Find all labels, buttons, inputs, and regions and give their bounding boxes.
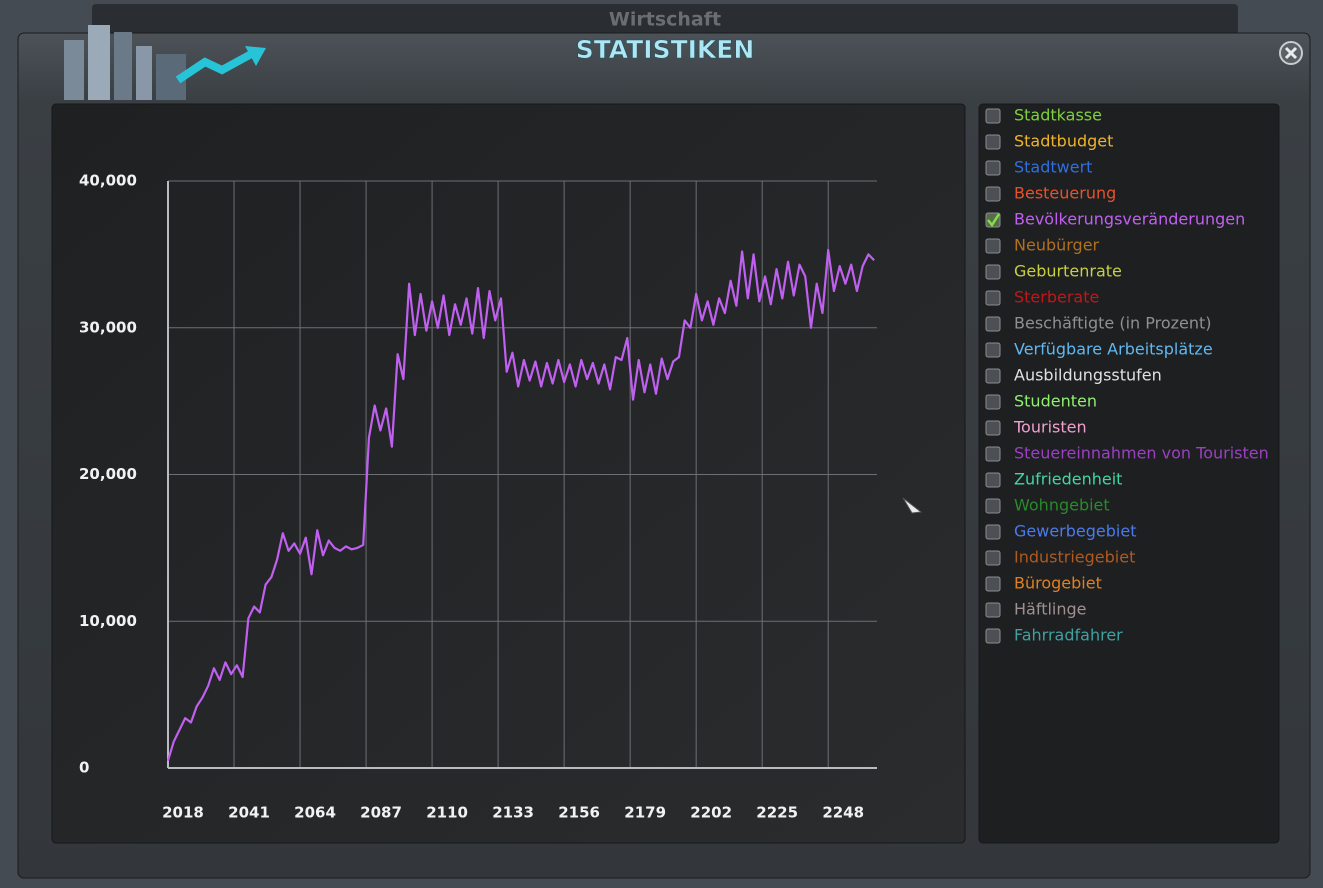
behind-tab-title: Wirtschaft xyxy=(609,9,721,31)
checkbox[interactable] xyxy=(985,160,1001,176)
checkbox[interactable] xyxy=(985,394,1001,410)
checkbox[interactable] xyxy=(985,446,1001,462)
legend-label: Industriegebiet xyxy=(1014,548,1135,567)
x-tick-label: 2087 xyxy=(360,804,402,822)
checkbox[interactable] xyxy=(985,186,1001,202)
legend-label: Häftlinge xyxy=(1014,600,1087,619)
checkbox[interactable] xyxy=(985,602,1001,618)
checkbox[interactable] xyxy=(985,134,1001,150)
legend-label: Sterberate xyxy=(1014,288,1099,307)
legend-item[interactable]: Sterberate xyxy=(985,288,1099,307)
checkbox[interactable] xyxy=(985,576,1001,592)
legend-item[interactable]: Geburtenrate xyxy=(985,262,1122,281)
legend-label: Geburtenrate xyxy=(1014,262,1122,281)
legend-item[interactable]: Touristen xyxy=(985,418,1087,437)
legend-item[interactable]: Fahrradfahrer xyxy=(985,626,1123,645)
legend-item[interactable]: Beschäftigte (in Prozent) xyxy=(985,314,1212,333)
checkbox[interactable] xyxy=(985,108,1001,124)
legend-item[interactable]: Zufriedenheit xyxy=(985,470,1122,489)
legend-label: Stadtkasse xyxy=(1014,106,1102,125)
legend-item[interactable]: Industriegebiet xyxy=(985,548,1135,567)
legend-item[interactable]: Stadtbudget xyxy=(985,132,1113,151)
x-tick-label: 2156 xyxy=(558,804,600,822)
legend: Stadtkasse Stadtbudget Stadtwert Besteuerun… xyxy=(985,106,1269,645)
legend-label: Zufriedenheit xyxy=(1014,470,1122,489)
legend-item[interactable]: Häftlinge xyxy=(985,600,1087,619)
legend-item[interactable]: Wohngebiet xyxy=(985,496,1110,515)
legend-label: Verfügbare Arbeitsplätze xyxy=(1014,340,1213,359)
legend-item[interactable]: Verfügbare Arbeitsplätze xyxy=(985,340,1213,359)
window-icon xyxy=(64,25,266,100)
legend-label: Bürogebiet xyxy=(1014,574,1102,593)
legend-item[interactable]: Bürogebiet xyxy=(985,574,1102,593)
legend-item[interactable]: Ausbildungsstufen xyxy=(985,366,1162,385)
legend-item[interactable]: Bevölkerungsveränderungen xyxy=(985,210,1245,229)
legend-label: Touristen xyxy=(1013,418,1087,437)
legend-label: Besteuerung xyxy=(1014,184,1116,203)
y-tick-label: 10,000 xyxy=(79,612,137,630)
checkbox[interactable] xyxy=(985,368,1001,384)
legend-label: Beschäftigte (in Prozent) xyxy=(1014,314,1212,333)
window-title: STATISTIKEN xyxy=(576,35,755,64)
y-tick-label: 40,000 xyxy=(79,172,137,190)
x-tick-label: 2064 xyxy=(294,804,336,822)
x-tick-label: 2225 xyxy=(756,804,798,822)
checkbox[interactable] xyxy=(985,498,1001,514)
x-tick-label: 2133 xyxy=(492,804,534,822)
checkbox[interactable] xyxy=(985,264,1001,280)
legend-label: Stadtwert xyxy=(1014,158,1092,177)
chart: 0 10,000 20,000 30,000 40,000 2018 2041 2064 208… xyxy=(79,172,877,822)
behind-tab xyxy=(92,4,1238,38)
checkbox[interactable] xyxy=(985,472,1001,488)
checkbox[interactable] xyxy=(985,420,1001,436)
checkbox[interactable] xyxy=(985,238,1001,254)
checkbox[interactable] xyxy=(985,550,1001,566)
y-tick-label: 0 xyxy=(79,759,89,777)
legend-panel xyxy=(978,103,1280,844)
legend-label: Neubürger xyxy=(1014,236,1100,255)
checkmark xyxy=(987,213,1001,228)
checkbox[interactable] xyxy=(985,524,1001,540)
mouse-cursor xyxy=(902,497,923,514)
x-tick-label: 2202 xyxy=(690,804,732,822)
legend-item[interactable]: Steuereinnahmen von Touristen xyxy=(985,444,1269,463)
legend-item[interactable]: Stadtwert xyxy=(985,158,1092,177)
y-tick-label: 30,000 xyxy=(79,318,137,336)
legend-label: Ausbildungsstufen xyxy=(1014,366,1162,385)
legend-label: Wohngebiet xyxy=(1014,496,1110,515)
legend-label: Gewerbegebiet xyxy=(1014,522,1136,541)
checkbox[interactable] xyxy=(985,342,1001,358)
legend-label: Bevölkerungsveränderungen xyxy=(1014,210,1245,229)
legend-item[interactable]: Besteuerung xyxy=(985,184,1116,203)
legend-item[interactable]: Gewerbegebiet xyxy=(985,522,1136,541)
checkbox[interactable] xyxy=(985,290,1001,306)
checkbox[interactable] xyxy=(985,628,1001,644)
chart-panel xyxy=(51,103,966,844)
checkbox[interactable] xyxy=(985,316,1001,332)
data-line xyxy=(166,248,875,761)
legend-item[interactable]: Studenten xyxy=(985,392,1097,411)
y-tick-label: 20,000 xyxy=(79,465,137,483)
legend-item[interactable]: Neubürger xyxy=(985,236,1100,255)
close-button[interactable] xyxy=(1279,41,1303,65)
x-tick-label: 2179 xyxy=(624,804,666,822)
legend-label: Studenten xyxy=(1014,392,1097,411)
x-tick-label: 2110 xyxy=(426,804,468,822)
x-tick-label: 2041 xyxy=(228,804,270,822)
legend-label: Stadtbudget xyxy=(1014,132,1113,151)
x-tick-label: 2248 xyxy=(822,804,864,822)
x-tick-label: 2018 xyxy=(162,804,204,822)
legend-label: Steuereinnahmen von Touristen xyxy=(1014,444,1269,463)
legend-label: Fahrradfahrer xyxy=(1014,626,1123,645)
legend-item[interactable]: Stadtkasse xyxy=(985,106,1102,125)
